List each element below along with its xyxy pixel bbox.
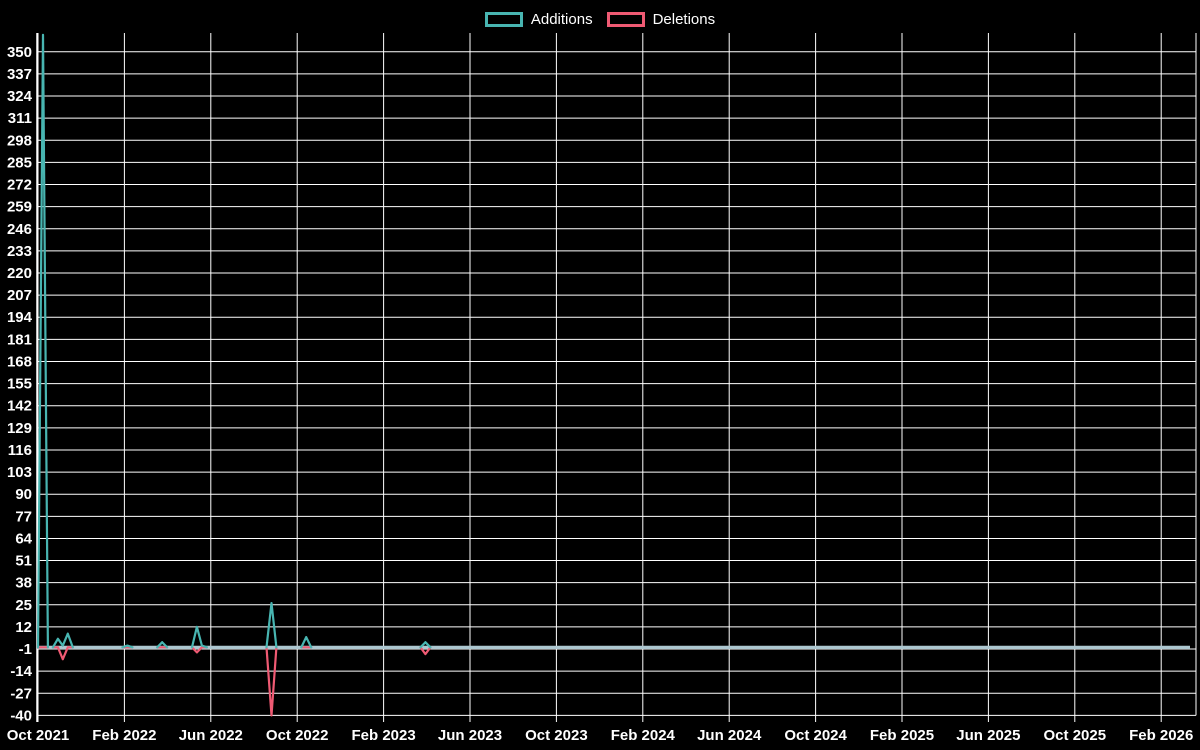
legend-label-deletions: Deletions [652,10,716,28]
x-tick-label: Oct 2023 [525,727,588,744]
y-tick-label: 90 [15,486,32,503]
y-axis-labels: 350 337 324 311 298 285 272 259 246 233 220 207 194 1… [7,44,33,725]
y-tick-label: 194 [7,309,33,326]
y-tick-label: 129 [7,420,32,437]
legend-item-additions[interactable]: Additions [484,10,593,28]
deletions-line [36,646,432,717]
gridlines [37,33,1196,722]
x-tick-label: Jun 2022 [179,727,243,744]
legend-label-additions: Additions [530,10,593,28]
x-tick-label: Oct 2024 [784,727,847,744]
y-tick-label: 142 [7,398,32,415]
x-tick-label: Feb 2026 [1129,727,1193,744]
y-tick-label: 259 [7,199,32,216]
y-tick-label: 337 [7,66,32,83]
y-tick-label: 168 [7,353,32,370]
x-tick-label: Feb 2025 [870,727,934,744]
y-tick-label: 103 [7,464,32,481]
x-tick-label: Oct 2025 [1044,727,1107,744]
y-tick-label: 311 [8,110,32,127]
x-tick-label: Feb 2022 [92,727,156,744]
y-tick-label: -1 [19,641,32,658]
y-tick-label: 285 [7,154,32,171]
x-tick-label: Jun 2023 [438,727,502,744]
legend-item-deletions[interactable]: Deletions [606,10,716,28]
y-tick-label: 220 [7,265,32,282]
y-tick-label: -27 [10,685,32,702]
y-tick-label: 207 [7,287,32,304]
y-tick-label: -40 [10,707,32,724]
y-tick-label: 12 [15,619,32,636]
y-tick-label: 64 [15,530,32,547]
y-tick-label: 116 [8,442,32,459]
chart-legend: Additions Deletions [0,6,1200,32]
y-tick-label: -14 [10,663,32,680]
y-tick-label: 25 [15,597,32,614]
y-tick-label: 77 [15,508,32,525]
deletions-swatch-icon [606,11,645,27]
x-tick-label: Feb 2023 [351,727,415,744]
x-tick-label: Feb 2024 [611,727,676,744]
y-tick-label: 181 [7,331,32,348]
x-tick-label: Oct 2022 [266,727,329,744]
y-tick-label: 272 [7,177,32,194]
y-tick-label: 38 [15,575,32,592]
x-tick-label: Jun 2024 [697,727,762,744]
y-tick-label: 324 [7,88,33,105]
x-tick-label: Oct 2021 [7,727,70,744]
additions-line [36,33,432,649]
y-tick-label: 233 [7,243,32,260]
y-tick-label: 155 [7,376,32,393]
x-axis-labels: Oct 2021 Feb 2022 Jun 2022 Oct 2022 Feb 2023… [7,727,1194,744]
y-tick-label: 51 [15,553,32,570]
additions-swatch-icon [484,11,523,27]
x-tick-label: Jun 2025 [956,727,1020,744]
y-tick-label: 350 [7,44,32,61]
y-tick-label: 246 [7,221,32,238]
y-tick-label: 298 [7,132,32,149]
